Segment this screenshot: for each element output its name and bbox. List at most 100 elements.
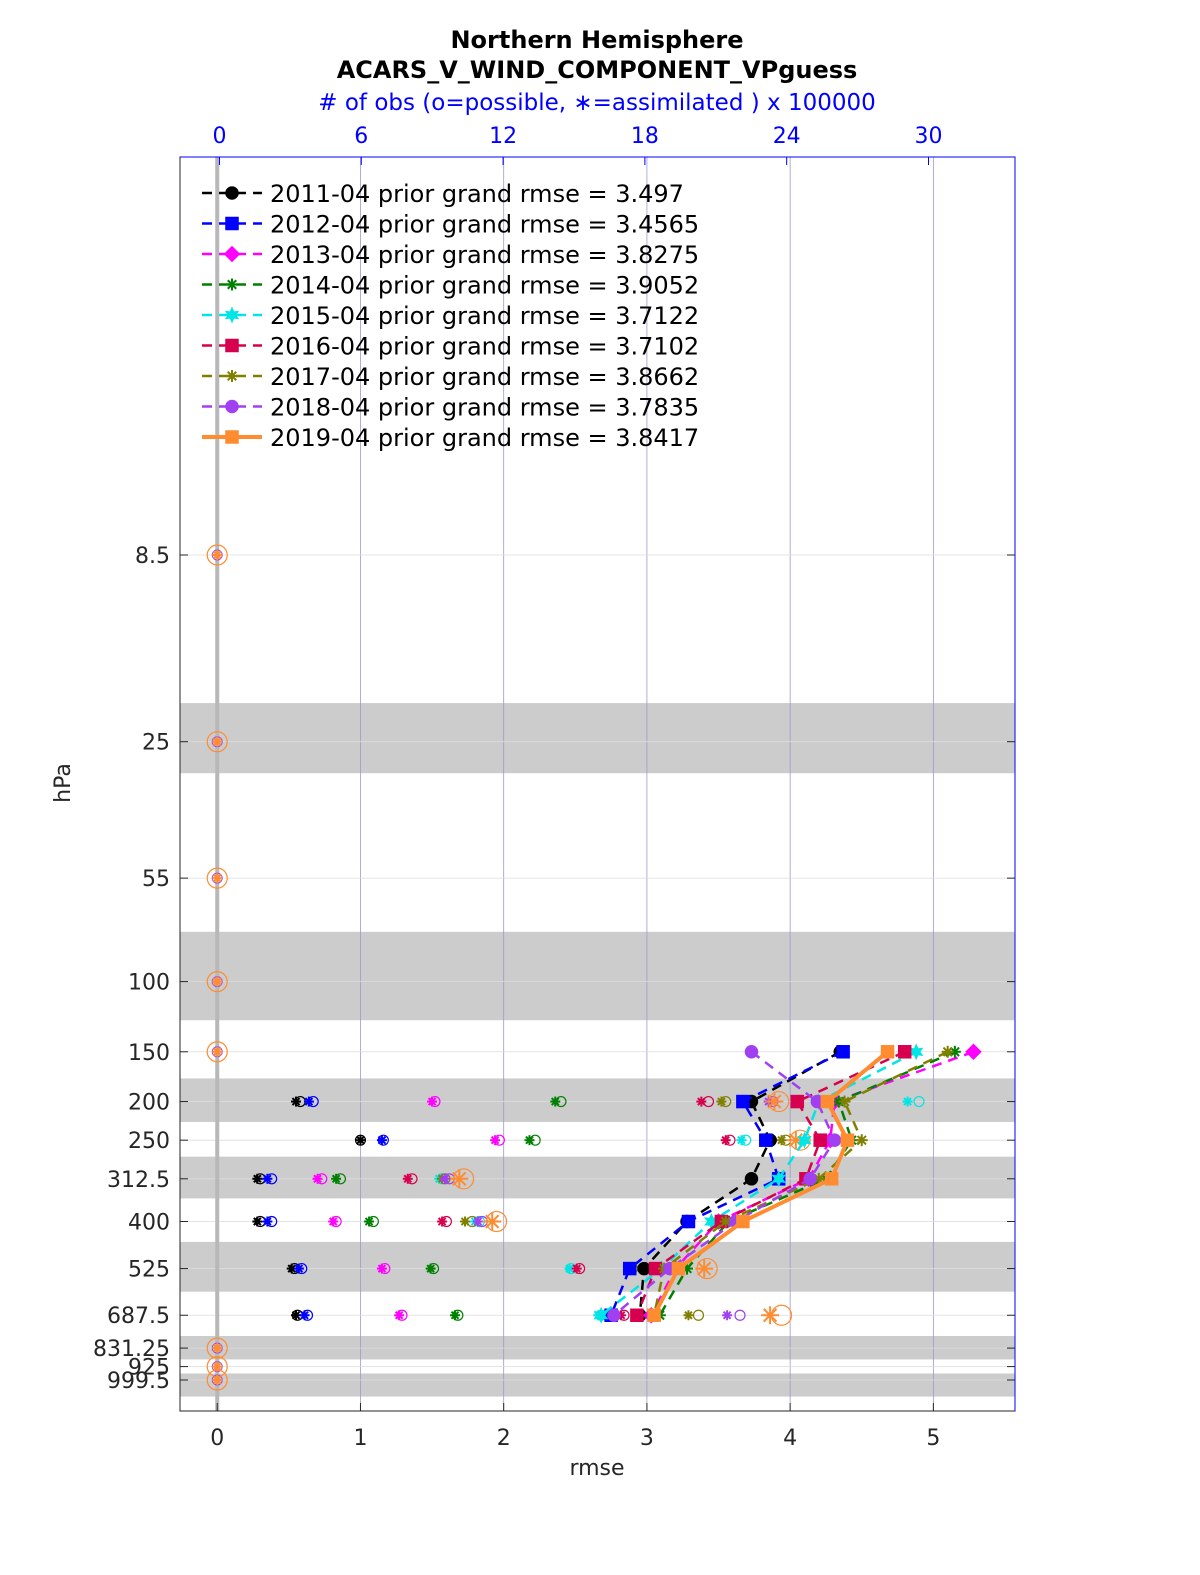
obs-assimilated-marker xyxy=(450,1169,469,1188)
asterisk-stroke xyxy=(903,1097,912,1106)
series-point xyxy=(637,1261,651,1276)
obs-assimilated-marker xyxy=(425,1263,436,1274)
obs-possible-marker xyxy=(913,1095,925,1108)
obs-assimilated-marker xyxy=(299,1310,310,1321)
legend: 2011-04 prior grand rmse = 3.497 2012-04 … xyxy=(202,180,699,452)
legend-marker xyxy=(225,216,239,231)
obs-assimilated-marker xyxy=(262,1173,273,1184)
shaded-bands xyxy=(180,703,1015,1397)
obs-assimilated-marker xyxy=(427,1096,438,1107)
asterisk-stroke xyxy=(212,1375,222,1385)
shaded-band xyxy=(180,1373,1015,1397)
asterisk-stroke xyxy=(212,737,222,746)
asterisk-stroke xyxy=(437,1217,447,1226)
obs-assimilated-marker xyxy=(376,1135,387,1146)
asterisk-stroke xyxy=(212,1362,222,1371)
series-point xyxy=(607,1308,621,1322)
obs-assimilated-marker xyxy=(262,1216,273,1227)
top-tick-label: 6 xyxy=(354,124,368,149)
series-point xyxy=(797,1131,812,1149)
obs-assimilated-marker xyxy=(695,1259,714,1278)
asterisk-stroke xyxy=(287,1264,296,1273)
legend-entry-text: 2019-04 prior grand rmse = 3.8417 xyxy=(270,424,699,452)
grid-lines xyxy=(180,157,1015,1411)
zero-obs-possible-marker xyxy=(206,544,228,566)
chart-title: Northern Hemisphere xyxy=(450,26,743,54)
legend-marker xyxy=(225,186,239,200)
series-point xyxy=(855,1134,868,1147)
obs-assimilated-marker xyxy=(355,1135,366,1146)
asterisk-stroke xyxy=(697,1261,712,1276)
obs-assimilated-marker xyxy=(490,1135,501,1146)
obs-assimilated-marker xyxy=(902,1096,913,1107)
x-tick-label: 0 xyxy=(210,1426,224,1451)
asterisk-stroke xyxy=(777,1135,786,1145)
obs-assimilated-marker xyxy=(291,1096,302,1107)
top-tick-label: 24 xyxy=(773,124,801,149)
y-tick-label: 687.5 xyxy=(107,1304,170,1329)
legend-entry-text: 2018-04 prior grand rmse = 3.7835 xyxy=(270,394,699,422)
asterisk-stroke xyxy=(949,1046,960,1057)
obs-assimilated-marker xyxy=(683,1310,694,1321)
asterisk-stroke xyxy=(212,873,222,883)
legend-marker xyxy=(225,430,239,444)
asterisk-stroke xyxy=(313,1174,322,1184)
asterisk-stroke xyxy=(788,1133,803,1148)
asterisk-stroke xyxy=(263,1217,272,1226)
y-tick-label: 831.25 xyxy=(93,1337,170,1362)
obs-assimilated-marker xyxy=(483,1212,502,1231)
series-point xyxy=(681,1214,696,1229)
shaded-band xyxy=(180,703,1015,774)
zero-obs-assimilated-marker xyxy=(212,550,223,560)
obs-assimilated-marker xyxy=(291,1310,302,1321)
series-point xyxy=(790,1094,805,1109)
series-point xyxy=(965,1043,982,1060)
zero-obs-assimilated-marker xyxy=(212,976,223,987)
obs-assimilated-marker xyxy=(312,1173,323,1184)
asterisk-stroke xyxy=(722,1311,732,1320)
obs-possible-marker xyxy=(692,1309,705,1321)
obs-assimilated-marker xyxy=(571,1263,582,1274)
x-tick-label: 5 xyxy=(926,1426,940,1451)
obs-assimilated-marker xyxy=(293,1263,304,1274)
obs-assimilated-marker xyxy=(439,1173,450,1184)
asterisk-stroke xyxy=(212,1343,222,1353)
series-point xyxy=(771,1170,786,1188)
obs-assimilated-marker xyxy=(524,1135,535,1146)
top-tick-label: 12 xyxy=(489,124,517,149)
obs-assimilated-marker xyxy=(364,1216,375,1227)
asterisk-stroke xyxy=(565,1264,574,1273)
asterisk-stroke xyxy=(684,1311,693,1320)
obs-assimilated-marker xyxy=(550,1096,561,1107)
y-tick-label: 925 xyxy=(128,1356,170,1381)
asterisk-stroke xyxy=(426,1264,435,1273)
x-tick-label: 4 xyxy=(783,1426,797,1451)
zero-obs-possible-marker xyxy=(206,1337,228,1359)
obs-possible-marker xyxy=(734,1309,746,1321)
asterisk-stroke xyxy=(485,1214,500,1229)
legend-entry-text: 2014-04 prior grand rmse = 3.9052 xyxy=(270,272,699,300)
asterisk-stroke xyxy=(253,1174,262,1184)
obs-assimilated-marker xyxy=(449,1310,460,1321)
shaded-band xyxy=(180,1241,1015,1292)
y-tick-label: 400 xyxy=(128,1211,170,1236)
asterisk-stroke xyxy=(440,1174,450,1184)
asterisk-stroke xyxy=(942,1046,953,1057)
shaded-band xyxy=(180,1156,1015,1199)
obs-assimilated-marker xyxy=(696,1096,707,1107)
legend-marker xyxy=(223,245,241,263)
series-point xyxy=(827,1133,842,1147)
asterisk-stroke xyxy=(767,1094,782,1109)
series-point xyxy=(671,1261,686,1276)
asterisk-stroke xyxy=(227,371,237,381)
asterisk-stroke xyxy=(525,1135,534,1145)
series-point xyxy=(838,1095,851,1108)
zero-obs-assimilated-marker xyxy=(212,1343,223,1354)
series-point xyxy=(813,1133,827,1147)
asterisk-stroke xyxy=(839,1096,850,1107)
zero-obs-possible-marker xyxy=(206,971,228,993)
obs-assimilated-marker xyxy=(394,1310,405,1321)
x-tick-label: 2 xyxy=(497,1426,511,1451)
y-tick-label: 150 xyxy=(128,1041,170,1066)
asterisk-stroke xyxy=(697,1097,706,1106)
